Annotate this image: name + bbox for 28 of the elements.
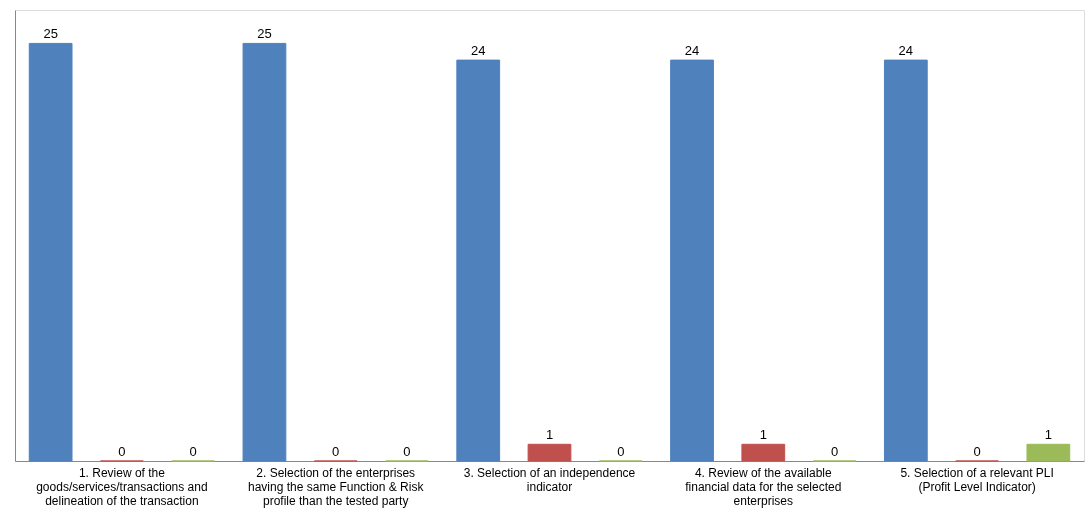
data-label: 24 [898,43,914,59]
data-label: 24 [471,43,486,59]
x-tick-label: 2. Selection of the enterprises having the same Function & Risk profile than the tested party [247,465,425,508]
data-label: 0 [973,444,981,459]
bar [670,59,714,462]
data-label: 1 [545,427,554,443]
bar [741,443,786,462]
data-label: 24 [684,43,700,59]
data-label: 25 [43,26,58,42]
bar [28,42,73,462]
bar [456,59,501,462]
data-label: 0 [830,444,839,459]
x-tick-label: 3. Selection of an independence indicator [463,465,636,494]
data-label: 1 [759,427,767,443]
bar [242,42,287,462]
data-label: 0 [403,444,411,459]
data-label: 0 [189,444,197,459]
bar [883,59,928,462]
x-tick-label: 1. Review of the goods/services/transactions and delineation of the transaction [36,465,208,508]
data-label: 25 [257,26,272,42]
data-label: 0 [617,444,625,459]
data-label: 1 [1044,427,1052,443]
data-label: 0 [332,444,340,459]
x-tick-label: 4. Review of the available financial data for the selected enterprises [685,465,842,508]
data-label: 0 [118,444,126,459]
x-tick-label: 5. Selection of a relevant PLI (Profit Level Indicator) [900,465,1054,494]
bar [1026,443,1071,462]
bar [527,443,572,462]
